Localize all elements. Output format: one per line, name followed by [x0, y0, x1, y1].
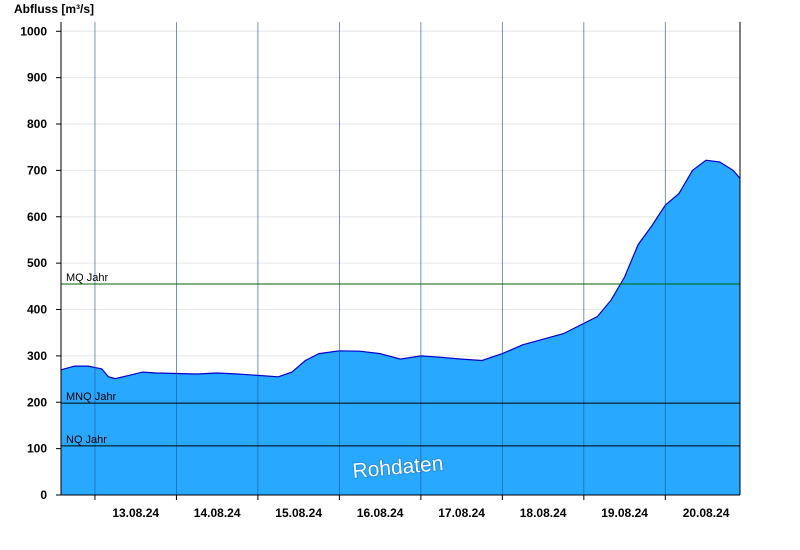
x-tick-label-2: 15.08.24 — [275, 506, 322, 520]
discharge-area — [60, 159, 741, 495]
x-tick-label-4: 17.08.24 — [438, 506, 485, 520]
day-boundary-lines — [94, 22, 666, 495]
y-tick-label-400: 400 — [27, 303, 47, 317]
y-tick-label-800: 800 — [27, 117, 47, 131]
ref-line-label-1: MNQ Jahr — [66, 391, 116, 403]
y-axis-title: Abfluss [m³/s] — [14, 2, 94, 16]
y-tick-label-500: 500 — [27, 256, 47, 270]
discharge-line — [60, 159, 741, 380]
x-tick-label-5: 18.08.24 — [520, 506, 567, 520]
y-tick-label-200: 200 — [27, 395, 47, 409]
reference-lines: MQ Jahr MNQ Jahr NQ Jahr — [61, 272, 740, 447]
y-tick-label-700: 700 — [27, 163, 47, 177]
x-tick-label-1: 14.08.24 — [194, 506, 241, 520]
axis-labels: 0 100 200 300 400 500 600 700 800 900 1000 13.08.24… — [20, 24, 729, 520]
x-tick-label-7: 20.08.24 — [683, 506, 730, 520]
ref-line-label-0: MQ Jahr — [66, 272, 109, 284]
discharge-area-fill — [61, 160, 740, 495]
x-tick-label-6: 19.08.24 — [601, 506, 648, 520]
y-tick-label-0: 0 — [40, 488, 47, 502]
y-tick-label-900: 900 — [27, 71, 47, 85]
y-tick-label-300: 300 — [27, 349, 47, 363]
y-tick-label-600: 600 — [27, 210, 47, 224]
y-tick-label-100: 100 — [27, 442, 47, 456]
y-tick-label-1000: 1000 — [20, 24, 47, 38]
ref-line-label-2: NQ Jahr — [66, 434, 107, 446]
x-tick-label-0: 13.08.24 — [112, 506, 159, 520]
axes — [56, 22, 741, 500]
x-tick-label-3: 16.08.24 — [357, 506, 404, 520]
